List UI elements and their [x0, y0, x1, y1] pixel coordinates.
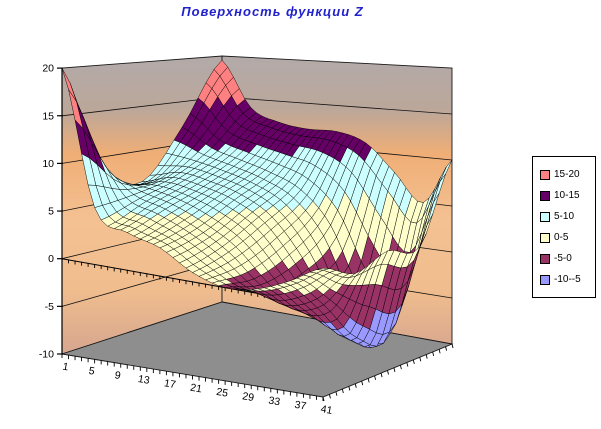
x-axis-label: 41 — [320, 403, 334, 417]
legend-item-5-10: 5-10 — [540, 206, 595, 227]
z-axis-label: -5 — [45, 301, 54, 313]
x-axis-label: 17 — [163, 377, 177, 391]
legend-item--5-0: -5-0 — [540, 248, 595, 269]
legend-swatch — [540, 274, 550, 285]
x-axis-label: 29 — [241, 390, 255, 404]
x-axis-label: 21 — [189, 382, 203, 396]
x-axis-label: 5 — [88, 365, 96, 378]
x-axis-label: 33 — [268, 395, 282, 409]
z-axis-label: 15 — [42, 110, 54, 122]
x-axis-label: 25 — [215, 386, 229, 400]
z-axis-label: -10 — [39, 349, 54, 361]
z-axis-label: 0 — [48, 253, 54, 265]
x-axis-label: 37 — [294, 399, 308, 413]
legend-label: -10--5 — [554, 274, 581, 285]
z-axis-label: 5 — [48, 206, 54, 218]
z-axis-label: 10 — [42, 158, 54, 170]
legend-label: 0-5 — [554, 232, 569, 243]
category-axis-floor: 1 5 9 13 17 21 25 29 33 37 41 — [61, 354, 334, 417]
legend-swatch — [540, 253, 550, 264]
z-axis-label: 20 — [42, 63, 54, 75]
legend-item--10--5: -10--5 — [540, 269, 595, 290]
x-axis-label: 13 — [137, 373, 151, 387]
legend-label: -5-0 — [554, 253, 572, 264]
legend-item-15-20: 15-20 — [540, 164, 595, 185]
value-axis: 20 15 10 5 0 -5 -10 — [39, 63, 63, 361]
series-axis — [322, 343, 454, 402]
x-axis-label: 9 — [114, 369, 122, 382]
x-axis-label: 1 — [62, 361, 70, 374]
legend-swatch — [540, 232, 550, 243]
legend-swatch — [540, 190, 550, 201]
legend-label: 15-20 — [554, 169, 580, 180]
legend-label: 5-10 — [554, 211, 575, 222]
surface-mesh — [61, 59, 453, 348]
chart-title: Поверхность функции Z — [181, 4, 364, 19]
legend-swatch — [540, 211, 550, 222]
legend-item-10-15: 10-15 — [540, 185, 595, 206]
legend-label: 10-15 — [554, 190, 580, 201]
chart-legend: 15-20 10-15 5-10 0-5 -5-0 -10--5 — [532, 156, 596, 298]
legend-item-0-5: 0-5 — [540, 227, 595, 248]
legend-swatch — [540, 169, 550, 180]
